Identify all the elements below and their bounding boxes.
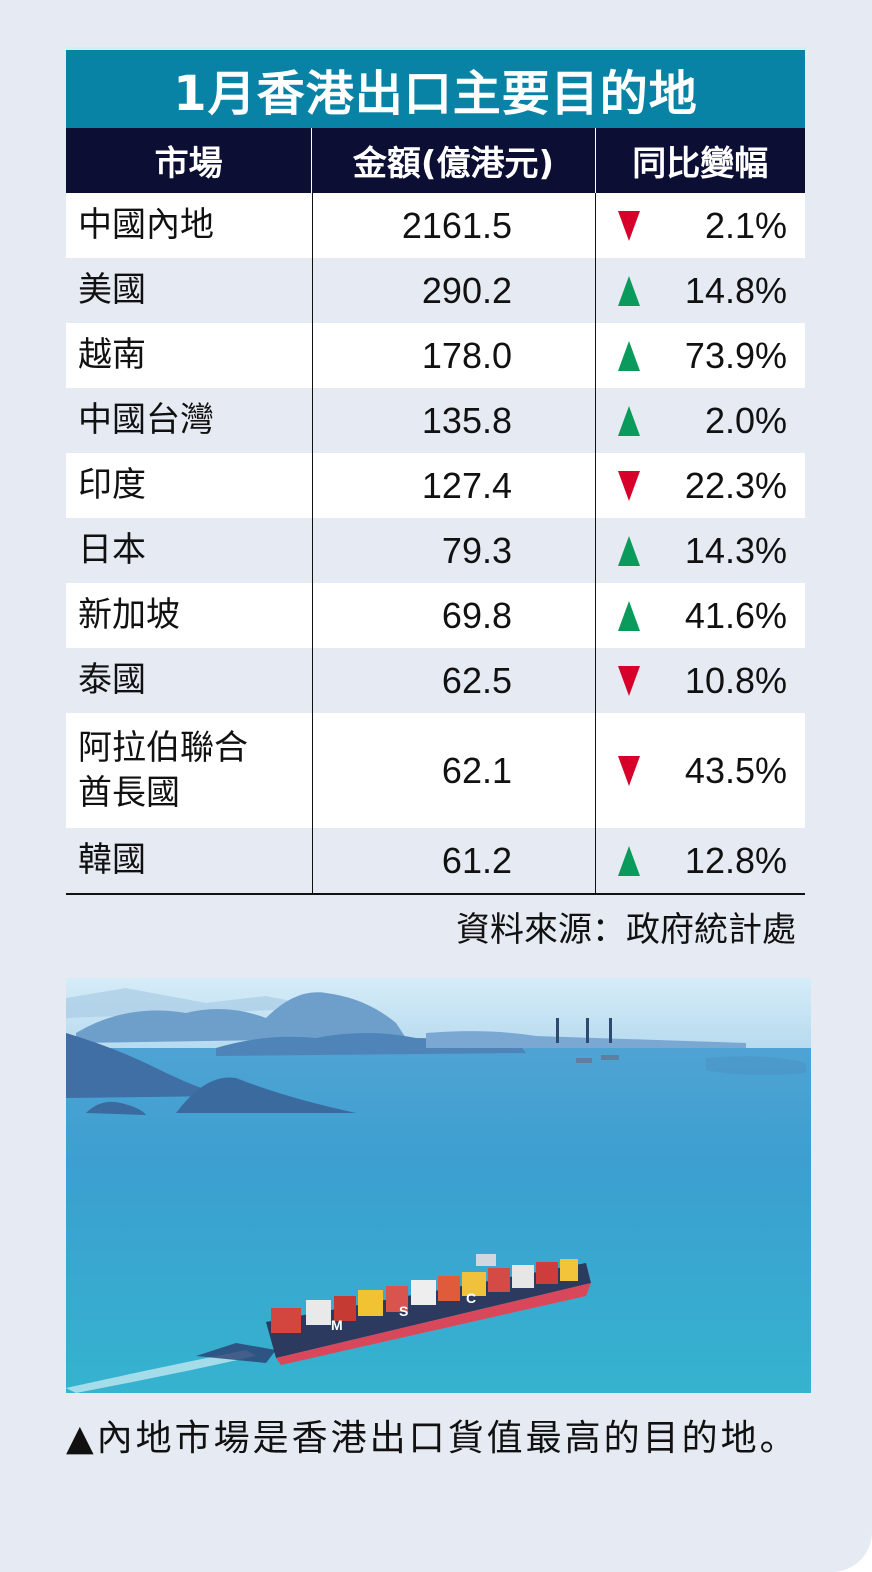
down-triangle-icon [618,755,640,786]
change-cell: 43.5% [595,713,805,828]
table-row: 中國台灣 135.8 2.0% [66,388,805,453]
export-destinations-table: 1月香港出口主要目的地 市場 金額(億港元) 同比變幅 中國內地 2161.5 … [66,47,805,895]
change-cell: 73.9% [595,323,805,388]
table-bottom-rule [66,893,805,895]
up-triangle-icon [618,405,640,436]
change-cell: 41.6% [595,583,805,648]
change-cell: 10.8% [595,648,805,713]
column-header-change: 同比變幅 [594,128,805,193]
up-triangle-icon [618,845,640,876]
amount-cell: 290.2 [312,258,595,323]
change-value: 12.8% [684,839,787,881]
table-row: 韓國 61.2 12.8% [66,828,805,893]
table-row: 印度 127.4 22.3% [66,453,805,518]
market-cell: 新加坡 [78,595,180,636]
table-header-row: 市場 金額(億港元) 同比變幅 [66,128,805,193]
amount-cell: 62.1 [312,713,595,828]
change-value: 43.5% [684,749,787,791]
change-value: 14.8% [684,269,787,311]
table-row: 阿拉伯聯合 酋長國 62.1 43.5% [66,713,805,828]
table-row: 美國 290.2 14.8% [66,258,805,323]
change-cell: 14.8% [595,258,805,323]
up-triangle-icon [618,535,640,566]
svg-text:C: C [466,1290,476,1306]
market-cell: 印度 [78,465,146,506]
change-value: 10.8% [684,659,787,701]
market-cell: 日本 [78,530,146,571]
amount-cell: 69.8 [312,583,595,648]
change-value: 2.1% [704,204,787,246]
change-value: 41.6% [684,594,787,636]
change-value: 73.9% [684,334,787,376]
svg-text:M: M [331,1317,343,1333]
svg-text:S: S [399,1303,408,1319]
change-cell: 14.3% [595,518,805,583]
market-cell: 越南 [78,335,146,376]
amount-cell: 79.3 [312,518,595,583]
up-triangle-icon [618,275,640,306]
up-triangle-icon [618,340,640,371]
market-cell: 美國 [78,270,146,311]
change-cell: 22.3% [595,453,805,518]
table-row: 泰國 62.5 10.8% [66,648,805,713]
table-row: 中國內地 2161.5 2.1% [66,193,805,258]
market-cell: 阿拉伯聯合 酋長國 [66,713,312,828]
table-row: 新加坡 69.8 41.6% [66,583,805,648]
market-line: 阿拉伯聯合 [78,728,248,769]
change-cell: 2.0% [595,388,805,453]
change-value: 14.3% [684,529,787,571]
change-cell: 12.8% [595,828,805,893]
down-triangle-icon [618,665,640,696]
amount-cell: 178.0 [312,323,595,388]
market-cell: 泰國 [78,660,146,701]
change-value: 2.0% [704,399,787,441]
table-row: 越南 178.0 73.9% [66,323,805,388]
column-header-market: 市場 [154,144,223,184]
change-value: 22.3% [684,464,787,506]
table-row: 日本 79.3 14.3% [66,518,805,583]
change-cell: 2.1% [595,193,805,258]
amount-cell: 62.5 [312,648,595,713]
amount-cell: 61.2 [312,828,595,893]
market-line: 酋長國 [78,772,180,813]
market-cell: 韓國 [78,840,146,881]
container-ship-photo: M S C [66,978,811,1393]
table-title: 1月香港出口主要目的地 [66,47,805,128]
down-triangle-icon [618,470,640,501]
market-cell: 中國台灣 [78,400,214,441]
down-triangle-icon [618,210,640,241]
photo-caption: ▲內地市場是香港出口貨值最高的目的地。 [66,1418,799,1459]
amount-cell: 135.8 [312,388,595,453]
amount-cell: 2161.5 [312,193,595,258]
amount-cell: 127.4 [312,453,595,518]
market-cell: 中國內地 [78,205,214,246]
data-source: 資料來源：政府統計處 [456,910,796,950]
column-header-amount: 金額(億港元) [311,128,594,193]
up-triangle-icon [618,600,640,631]
